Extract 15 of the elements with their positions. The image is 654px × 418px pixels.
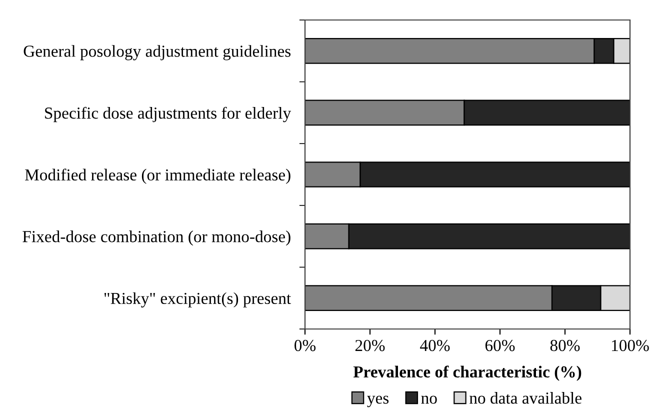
- y-tick-label: "Risky" excipient(s) present: [104, 292, 292, 308]
- x-tick-label: 0%: [294, 340, 316, 352]
- x-tick-label: 100%: [612, 340, 649, 352]
- x-axis-title: Prevalence of characteristic (%): [353, 366, 582, 381]
- y-tick-label: Modified release (or immediate release): [25, 168, 290, 184]
- legend-label: no: [421, 396, 437, 404]
- x-tick-label: 40%: [420, 340, 450, 352]
- x-tick-label: 60%: [485, 340, 515, 352]
- y-tick-label: Specific dose adjustments for elderly: [45, 106, 292, 122]
- x-tick-label: 20%: [355, 340, 385, 352]
- y-tick-label: Fixed-dose combination (or mono-dose): [22, 230, 290, 246]
- legend-label: yes: [367, 396, 389, 408]
- x-tick-label: 80%: [550, 340, 580, 352]
- y-tick-label: General posology adjustment guidelines: [24, 45, 290, 60]
- legend-label: no data available: [470, 392, 582, 404]
